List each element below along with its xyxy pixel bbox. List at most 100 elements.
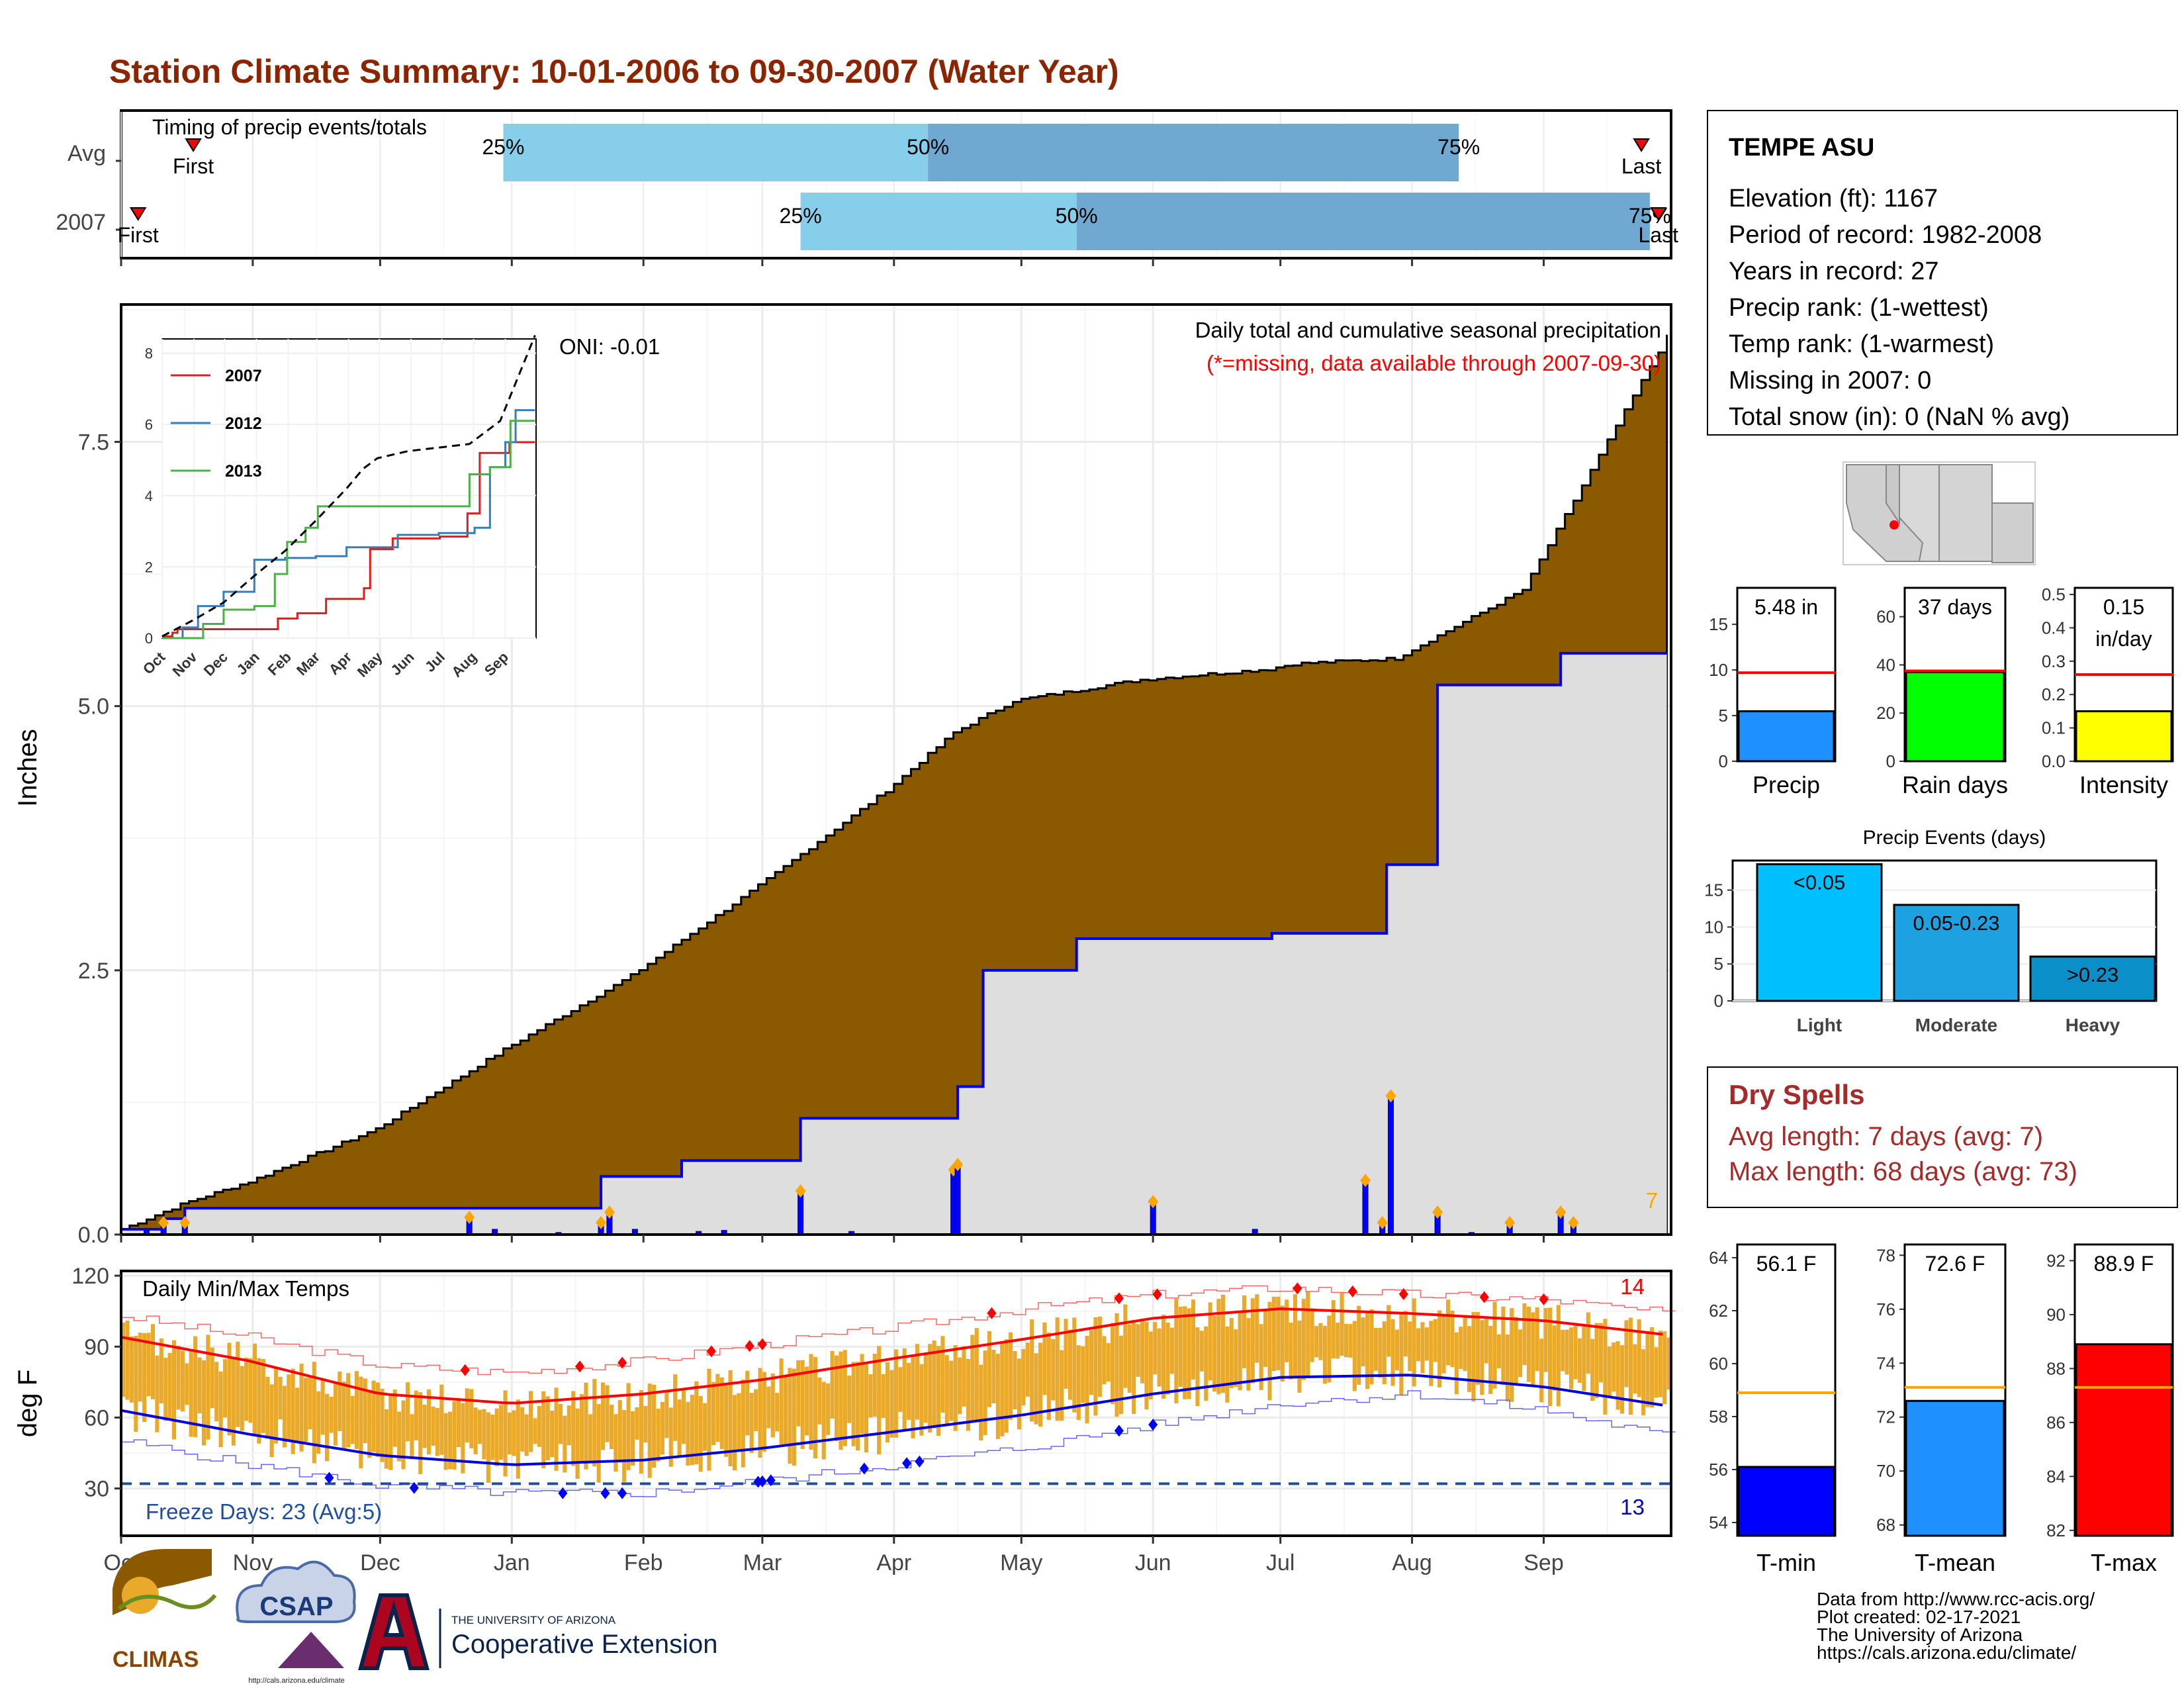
normal-min-line <box>120 1374 1663 1466</box>
daily-temp-bar <box>392 1389 397 1447</box>
first-label: First <box>173 154 214 178</box>
daily-temp-bar <box>155 1355 159 1432</box>
daily-temp-bar <box>261 1359 265 1433</box>
record-low-marker-icon <box>558 1487 568 1499</box>
record-high-marker-icon <box>987 1307 997 1319</box>
daily-temp-bar <box>1115 1313 1119 1417</box>
daily-temp-bar <box>1271 1296 1276 1372</box>
daily-temp-bar <box>273 1368 279 1444</box>
daily-temp-bar <box>1106 1342 1111 1382</box>
daily-temp-bar <box>1234 1329 1238 1387</box>
inset-ytick-label: 8 <box>145 346 153 362</box>
daily-temp-bar <box>537 1405 541 1447</box>
daily-temp-bar <box>1246 1318 1251 1391</box>
daily-temp-bar <box>1310 1308 1314 1362</box>
daily-temp-bar <box>1220 1294 1225 1393</box>
mini-category-label: T-mean <box>1915 1549 1995 1576</box>
daily-temp-bar <box>1416 1328 1421 1362</box>
daily-temp-bar <box>1093 1317 1098 1416</box>
precip-summary-charts: 0 5 10 15 5.48 in Precip 0 20 40 60 37 days Rain da… <box>1709 585 2174 798</box>
record-low-marker-icon <box>915 1455 925 1468</box>
daily-temp-bar <box>1484 1319 1488 1364</box>
daily-temp-bar <box>1242 1295 1247 1368</box>
mini-value-text: 5.48 in <box>1754 595 1818 619</box>
daily-temp-bar <box>1615 1341 1620 1410</box>
daily-temp-bar <box>847 1375 852 1423</box>
daily-temp-bar <box>380 1388 385 1462</box>
events-category-label: Heavy <box>2066 1015 2120 1035</box>
daily-temp-bar <box>375 1382 381 1457</box>
mini-ytick-label: 10 <box>1709 660 1728 680</box>
daily-temp-bar <box>1322 1325 1327 1384</box>
daily-temp-bar <box>1459 1327 1463 1370</box>
record-high-marker-icon <box>1114 1292 1124 1305</box>
csap-cloud-icon <box>236 1560 356 1623</box>
first-marker-icon <box>129 207 147 221</box>
precip-event-marker-icon <box>1360 1174 1371 1188</box>
timing-p25-label: 25% <box>780 204 822 228</box>
mini-value-text: 37 days <box>1918 595 1992 619</box>
daily-temp-bar <box>1089 1330 1094 1395</box>
daily-temp-bar <box>1174 1298 1179 1404</box>
daily-temp-bar <box>826 1383 831 1435</box>
daily-temp-bar <box>1025 1342 1030 1397</box>
mini-ytick-label: 56 <box>1709 1460 1728 1479</box>
daily-temp-bar <box>1633 1344 1637 1394</box>
daily-temp-bar <box>749 1393 754 1453</box>
daily-temp-bar <box>1565 1329 1569 1375</box>
daily-temp-bar <box>431 1406 435 1446</box>
daily-temp-bar <box>1658 1331 1662 1397</box>
daily-temp-bar <box>367 1390 372 1458</box>
daily-temp-bar <box>210 1347 214 1409</box>
events-category-label: Moderate <box>1915 1015 1997 1035</box>
inset-legend-label: 2013 <box>225 462 262 481</box>
daily-temp-bar <box>350 1395 355 1444</box>
mini-bar-T-min <box>1737 1466 1835 1537</box>
dry-spells-avg: Avg length: 7 days (avg: 7) <box>1729 1122 2043 1151</box>
daily-temp-bar <box>150 1324 156 1399</box>
daily-temp-bar <box>622 1410 627 1482</box>
daily-temp-bar <box>512 1410 516 1456</box>
daily-temp-bar <box>1577 1338 1582 1383</box>
footer-line-1: Data from http://www.rcc-acis.org/ <box>1817 1589 2095 1609</box>
precip-events-chart: Precip Events (days) 0 5 10 15 <0.05 Light 0.0… <box>1704 827 2158 1035</box>
mini-category-label: Precip <box>1752 771 1820 798</box>
daily-temp-bar <box>779 1358 784 1445</box>
daily-temp-bar <box>1314 1326 1319 1358</box>
daily-temp-bar <box>889 1370 894 1438</box>
mini-ytick-label: 82 <box>2046 1521 2066 1540</box>
footer-line-4: https://cals.arizona.edu/climate/ <box>1817 1642 2076 1663</box>
daily-temp-bar <box>775 1393 780 1432</box>
precip-panel-frame <box>120 303 1672 1236</box>
daily-temp-bar <box>1552 1325 1557 1391</box>
daily-temp-bar <box>1378 1327 1383 1378</box>
precip-ytick-label: 5.0 <box>78 694 109 720</box>
daily-temp-bar <box>1480 1320 1484 1395</box>
daily-temp-bar <box>647 1383 652 1478</box>
precip-event-marker-icon <box>158 1216 169 1230</box>
events-bar-Moderate <box>1893 904 2020 1002</box>
daily-temp-bar <box>686 1401 690 1466</box>
daily-temp-bar <box>728 1370 733 1467</box>
daily-temp-bar <box>953 1345 958 1431</box>
mini-ytick-label: 62 <box>1709 1301 1728 1321</box>
daily-temp-bar <box>338 1371 342 1431</box>
mini-bar-T-mean <box>1905 1399 2005 1537</box>
mini-category-label: Rain days <box>1902 771 2008 798</box>
daily-temp-bar <box>189 1350 193 1437</box>
mini-value-text: 72.6 F <box>1925 1252 1985 1276</box>
daily-temp-bar <box>584 1382 588 1470</box>
daily-temp-bar <box>1561 1329 1565 1372</box>
daily-temp-bar <box>1136 1324 1140 1377</box>
daily-temp-bar <box>596 1404 601 1483</box>
obs-cumulative-line <box>121 651 1667 1231</box>
daily-temp-bar <box>1654 1347 1659 1398</box>
record-high-marker-icon <box>1347 1285 1357 1297</box>
daily-temp-bar <box>1547 1307 1553 1407</box>
daily-temp-bar <box>1318 1323 1323 1360</box>
record-high-marker-icon <box>706 1345 716 1358</box>
precip-event-marker-icon <box>1555 1205 1567 1219</box>
daily-temp-bar <box>1361 1317 1365 1367</box>
precip-caption: Daily total and cumulative seasonal prec… <box>1195 318 1661 342</box>
daily-temp-bar <box>1445 1299 1451 1366</box>
